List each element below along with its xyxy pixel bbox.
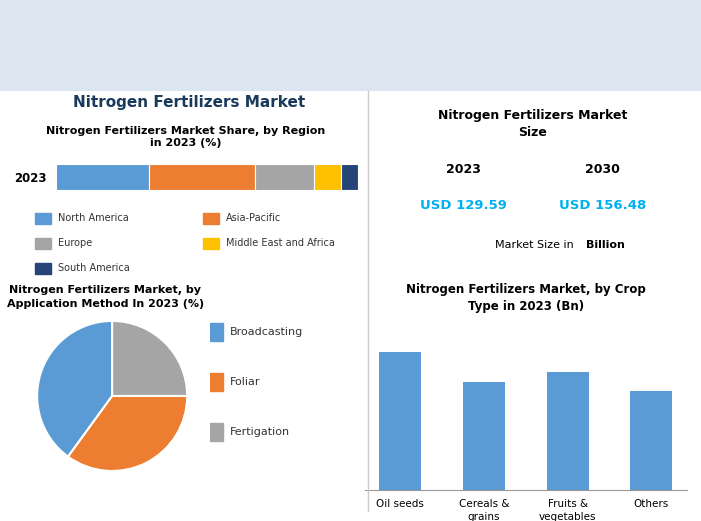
Text: ⚡: ⚡ (159, 35, 170, 53)
Bar (630, 391, 672, 490)
Bar (210, 323, 223, 341)
Bar (547, 372, 589, 490)
Bar (341, 164, 358, 190)
Text: Europe: Europe (57, 239, 92, 249)
Text: Nitrogen Fertilizers Market, by Crop
Type in 2023 (Bn): Nitrogen Fertilizers Market, by Crop Typ… (406, 283, 646, 313)
Bar (255, 164, 315, 190)
Text: Middle East and Africa: Middle East and Africa (226, 239, 335, 249)
Wedge shape (112, 321, 187, 396)
Bar (315, 164, 341, 190)
Bar (35, 238, 50, 249)
Text: MMR: MMR (81, 36, 123, 51)
Text: Asia-Pacific Market Accounted
largest share in the Nitrogen
Fertilizers Market: Asia-Pacific Market Accounted largest sh… (188, 26, 345, 62)
Text: Nitrogen Fertilizers Market to
grow at a CAGR of 2.73%
during 2024-2030: Nitrogen Fertilizers Market to grow at a… (478, 39, 629, 75)
Text: 🌐: 🌐 (33, 35, 44, 53)
Bar (203, 213, 219, 224)
Text: 2023: 2023 (446, 164, 481, 176)
Bar (35, 213, 50, 224)
Bar (203, 238, 219, 249)
Bar (379, 352, 421, 490)
Circle shape (0, 15, 263, 73)
Text: 2030: 2030 (585, 164, 620, 176)
Text: Nitrogen Fertilizers Market, by
Application Method In 2023 (%): Nitrogen Fertilizers Market, by Applicat… (6, 286, 204, 308)
Circle shape (0, 19, 354, 68)
Text: Nitrogen Fertilizers Market: Nitrogen Fertilizers Market (73, 95, 306, 110)
Text: Market Size in: Market Size in (495, 240, 577, 250)
Text: USD 129.59: USD 129.59 (420, 200, 507, 212)
Text: 💧: 💧 (398, 36, 408, 51)
Text: 2.73% CAGR: 2.73% CAGR (508, 10, 599, 23)
Text: Asia-Pacific: Asia-Pacific (226, 214, 281, 224)
Bar (35, 263, 50, 274)
Text: Broadcasting: Broadcasting (230, 327, 303, 337)
Bar (56, 164, 149, 190)
Bar (210, 423, 223, 441)
Wedge shape (37, 321, 112, 456)
Text: Foliar: Foliar (230, 377, 261, 387)
Bar (210, 373, 223, 391)
Bar (149, 164, 255, 190)
Text: Nitrogen Fertilizers Market Share, by Region
in 2023 (%): Nitrogen Fertilizers Market Share, by Re… (46, 126, 325, 147)
Text: North America: North America (57, 214, 128, 224)
Circle shape (214, 19, 592, 68)
Text: South America: South America (57, 264, 130, 274)
Text: USD 156.48: USD 156.48 (559, 200, 646, 212)
Text: Nitrogen Fertilizers Market
Size: Nitrogen Fertilizers Market Size (438, 109, 627, 139)
Bar (463, 382, 505, 490)
Wedge shape (68, 396, 187, 471)
Text: Billion: Billion (586, 240, 625, 250)
Text: Fertigation: Fertigation (230, 427, 290, 437)
